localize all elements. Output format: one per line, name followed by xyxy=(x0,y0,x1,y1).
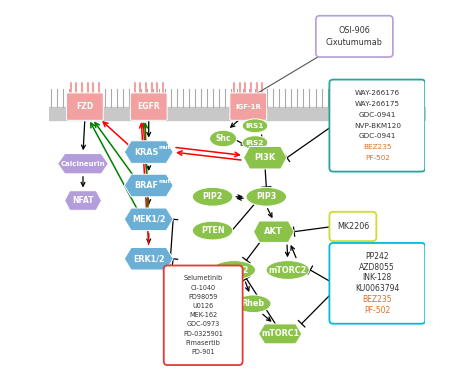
FancyBboxPatch shape xyxy=(329,243,425,324)
Text: mut: mut xyxy=(159,145,171,150)
Text: WAY-266176: WAY-266176 xyxy=(355,90,400,96)
Text: Rheb: Rheb xyxy=(242,299,264,308)
Text: GDC-0941: GDC-0941 xyxy=(359,112,396,118)
Text: EGFR: EGFR xyxy=(137,102,160,111)
Ellipse shape xyxy=(242,119,268,133)
Text: Pimasertib: Pimasertib xyxy=(186,340,220,346)
Polygon shape xyxy=(58,153,109,174)
Text: MK2206: MK2206 xyxy=(337,222,369,231)
FancyBboxPatch shape xyxy=(230,93,267,120)
Text: PD-901: PD-901 xyxy=(191,349,215,355)
Text: Calcineurin: Calcineurin xyxy=(61,161,105,167)
FancyBboxPatch shape xyxy=(329,80,425,172)
Text: ERK1/2: ERK1/2 xyxy=(133,254,164,263)
Text: PD-0325901: PD-0325901 xyxy=(183,331,223,337)
Text: PIP3: PIP3 xyxy=(256,192,276,201)
Text: BEZ235: BEZ235 xyxy=(363,295,392,304)
Text: GDC-0941: GDC-0941 xyxy=(359,133,396,139)
Text: PTEN: PTEN xyxy=(201,226,224,235)
Text: MEK-162: MEK-162 xyxy=(189,312,217,318)
Ellipse shape xyxy=(242,136,268,150)
Polygon shape xyxy=(124,141,173,163)
Text: PIP2: PIP2 xyxy=(202,192,223,201)
Text: mut: mut xyxy=(159,179,171,184)
Text: TSC1/2: TSC1/2 xyxy=(219,265,250,274)
Polygon shape xyxy=(259,324,302,344)
Ellipse shape xyxy=(192,221,233,240)
Text: BEZ235: BEZ235 xyxy=(363,144,392,150)
Text: Cixutumumab: Cixutumumab xyxy=(326,38,383,47)
FancyBboxPatch shape xyxy=(66,93,103,120)
FancyBboxPatch shape xyxy=(164,265,243,365)
Polygon shape xyxy=(124,208,173,231)
Ellipse shape xyxy=(266,261,310,279)
Text: IRS2: IRS2 xyxy=(246,139,264,146)
Text: WAY-266175: WAY-266175 xyxy=(355,101,400,107)
Polygon shape xyxy=(254,221,294,242)
Text: PF-502: PF-502 xyxy=(364,306,391,314)
Ellipse shape xyxy=(192,187,233,206)
Text: NVP-BKM120: NVP-BKM120 xyxy=(354,123,401,129)
Text: Selumetinib: Selumetinib xyxy=(183,275,223,281)
Text: mTORC2: mTORC2 xyxy=(269,265,307,274)
Ellipse shape xyxy=(210,130,237,147)
Text: PP242: PP242 xyxy=(365,252,389,261)
Text: MEK1/2: MEK1/2 xyxy=(132,215,165,224)
Text: PD98059: PD98059 xyxy=(189,294,218,300)
Text: KU0063794: KU0063794 xyxy=(355,284,400,293)
Text: NFAT: NFAT xyxy=(72,196,94,205)
FancyBboxPatch shape xyxy=(329,212,376,241)
Text: OSI-906: OSI-906 xyxy=(338,26,370,35)
Text: AKT: AKT xyxy=(264,227,283,236)
Text: KRAS: KRAS xyxy=(134,147,158,156)
Text: GDC-0973: GDC-0973 xyxy=(187,322,220,328)
Text: Shc: Shc xyxy=(215,134,231,143)
Text: AZD8055: AZD8055 xyxy=(359,263,395,272)
Text: INK-128: INK-128 xyxy=(363,273,392,282)
Polygon shape xyxy=(244,146,287,169)
Text: PF-502: PF-502 xyxy=(365,155,390,161)
FancyBboxPatch shape xyxy=(130,93,167,120)
Text: mTORC1: mTORC1 xyxy=(261,329,299,339)
Text: BRAF: BRAF xyxy=(134,181,158,190)
Text: IRS1: IRS1 xyxy=(246,123,264,129)
Ellipse shape xyxy=(212,261,255,279)
Polygon shape xyxy=(64,191,101,210)
Ellipse shape xyxy=(235,295,271,313)
Text: PI3K: PI3K xyxy=(255,153,276,162)
Polygon shape xyxy=(124,174,173,197)
Text: CI-1040: CI-1040 xyxy=(191,285,216,291)
Text: U0126: U0126 xyxy=(192,303,214,309)
Polygon shape xyxy=(124,247,173,270)
Text: IGF-1R: IGF-1R xyxy=(235,104,261,110)
Text: FZD: FZD xyxy=(76,102,93,111)
FancyBboxPatch shape xyxy=(316,16,393,57)
Ellipse shape xyxy=(246,187,287,206)
